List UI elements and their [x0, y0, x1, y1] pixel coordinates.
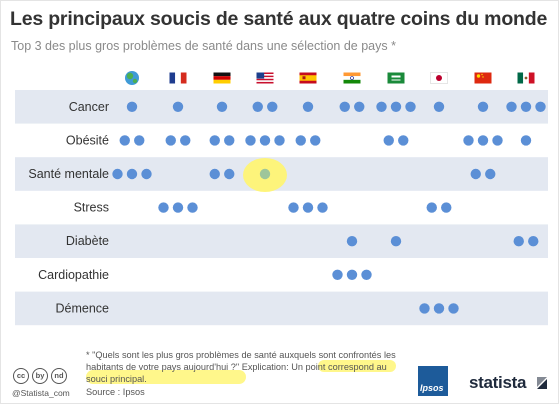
data-dot: [267, 101, 278, 113]
statista-logo-icon: [537, 377, 547, 389]
data-dot: [405, 101, 416, 113]
data-dot: [535, 101, 546, 113]
data-dot: [165, 135, 176, 146]
attribution-icon: by: [32, 368, 48, 384]
data-dot: [528, 236, 539, 247]
data-dot: [172, 202, 184, 213]
data-dot: [463, 135, 474, 146]
data-dot: [310, 135, 321, 146]
data-dot: [180, 135, 191, 146]
data-dot: [433, 101, 445, 113]
data-dot: [492, 135, 503, 146]
data-dot: [520, 101, 532, 113]
data-dot: [119, 135, 130, 146]
data-dot: [485, 168, 496, 180]
data-dot: [506, 101, 517, 113]
row-label: Cancer: [69, 100, 109, 114]
data-dot: [354, 101, 365, 113]
data-dot: [448, 303, 459, 314]
data-dot: [158, 202, 169, 213]
source-note: Source : Ipsos: [86, 387, 145, 397]
germany-flag-icon: [213, 72, 231, 84]
data-dot: [302, 202, 314, 213]
row-label: Santé mentale: [28, 167, 109, 181]
data-dot: [295, 135, 306, 146]
row-label: Cardiopathie: [38, 268, 109, 282]
data-dot: [339, 101, 350, 113]
data-dot: [141, 168, 152, 180]
globe-icon: [125, 71, 139, 85]
data-dot: [383, 135, 394, 146]
data-dot: [477, 101, 489, 113]
data-dot: [209, 168, 220, 180]
japan-flag-icon: [430, 72, 448, 84]
data-dot: [126, 101, 138, 113]
chart-subtitle: Top 3 des plus gros problèmes de santé d…: [11, 39, 396, 53]
data-dot: [390, 236, 402, 247]
data-dot: [433, 303, 445, 314]
footnote-highlight: [318, 360, 396, 372]
data-dot: [252, 101, 263, 113]
data-dot: [441, 202, 452, 213]
data-dot: [134, 135, 145, 146]
row-label: Démence: [56, 301, 110, 315]
ipsos-logo: Ipsos: [418, 366, 448, 396]
france-flag-icon: [169, 72, 187, 84]
row-label: Obésité: [66, 133, 109, 147]
data-dot: [224, 168, 235, 180]
data-dot: [209, 135, 220, 146]
data-dot: [172, 101, 184, 113]
row-label: Diabète: [66, 234, 109, 248]
footnote-highlight: [86, 370, 246, 384]
data-dot: [346, 236, 358, 247]
data-dot: [126, 168, 138, 180]
data-dot: [419, 303, 430, 314]
data-dot: [187, 202, 198, 213]
spain-flag-icon: [299, 72, 317, 84]
row-band: [15, 224, 548, 258]
data-dot: [470, 168, 481, 180]
data-dot: [259, 168, 271, 180]
data-dot: [477, 135, 489, 146]
row-band: [15, 291, 548, 326]
row-band: [15, 90, 548, 124]
india-flag-icon: [343, 72, 361, 84]
data-dot: [302, 101, 314, 113]
chart-title: Les principaux soucis de santé aux quatr…: [10, 8, 548, 30]
data-dot: [520, 135, 532, 146]
data-dot: [513, 236, 524, 247]
no-derivatives-icon: nd: [51, 368, 67, 384]
data-dot: [390, 101, 402, 113]
usa-flag-icon: [256, 72, 274, 84]
data-dot: [426, 202, 437, 213]
data-dot: [346, 269, 358, 280]
data-dot: [259, 135, 271, 146]
data-dot: [361, 269, 372, 280]
creative-commons-icons: cc by nd: [13, 368, 67, 384]
data-dot: [274, 135, 285, 146]
cc-icon: cc: [13, 368, 29, 384]
data-dot: [245, 135, 256, 146]
row-label: Stress: [74, 201, 109, 215]
footnote: * "Quels sont les plus gros problèmes de…: [86, 350, 396, 384]
statista-logo: statista: [469, 373, 527, 392]
data-dot: [224, 135, 235, 146]
saudi-arabia-flag-icon: [387, 72, 405, 84]
data-dot: [317, 202, 328, 213]
china-flag-icon: [474, 72, 492, 84]
mexico-flag-icon: [517, 72, 535, 84]
data-dot: [112, 168, 123, 180]
data-dot: [216, 101, 228, 113]
data-dot: [332, 269, 343, 280]
data-dot: [376, 101, 387, 113]
data-dot: [398, 135, 409, 146]
statista-credit: @Statista_com: [12, 388, 70, 398]
data-dot: [288, 202, 299, 213]
